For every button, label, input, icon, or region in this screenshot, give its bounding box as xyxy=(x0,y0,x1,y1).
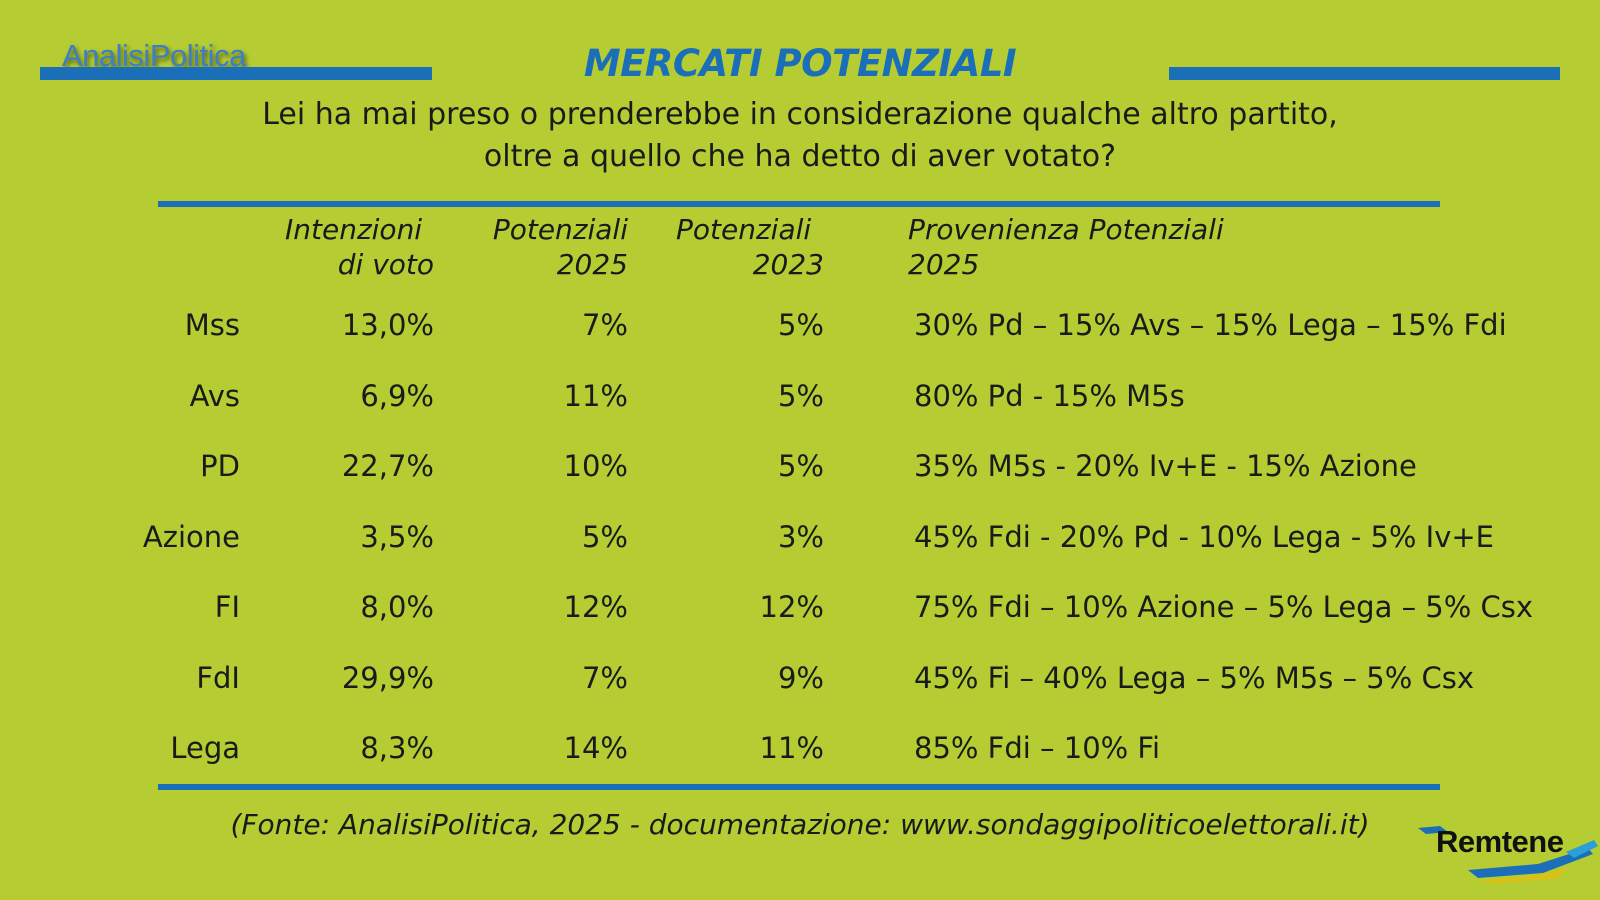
header-pot2023-line2: 2023 xyxy=(752,248,824,281)
potenziali-2025-value: 12% xyxy=(563,590,628,624)
potenziali-2023-value: 11% xyxy=(759,731,824,765)
remtene-logo: Remtene xyxy=(1418,818,1600,892)
header-intenzioni-line1: Intenzioni xyxy=(285,213,423,246)
party-name: Avs xyxy=(189,379,240,413)
potenziali-2023-value: 5% xyxy=(777,379,824,413)
potenziali-2023-value: 5% xyxy=(777,449,824,483)
potenziali-2025-value: 7% xyxy=(581,661,628,695)
question-line-2: oltre a quello che ha detto di aver vota… xyxy=(483,139,1117,174)
party-name: PD xyxy=(200,449,240,483)
intenzioni-value: 8,3% xyxy=(360,731,434,765)
title-rule-right xyxy=(1169,67,1560,80)
party-name: Lega xyxy=(170,731,240,765)
table-top-rule xyxy=(158,201,1440,207)
provenienza-value: 80% Pd - 15% M5s xyxy=(914,379,1185,413)
intenzioni-value: 22,7% xyxy=(341,449,434,483)
party-name: Azione xyxy=(142,520,240,554)
intenzioni-value: 13,0% xyxy=(341,308,434,342)
question-text: Lei ha mai preso o prenderebbe in consid… xyxy=(0,94,1600,178)
header-pot2025-line1: Potenziali xyxy=(492,213,628,246)
table-bottom-rule xyxy=(158,784,1440,790)
potenziali-2023-value: 9% xyxy=(777,661,824,695)
remtene-logo-graphic xyxy=(1418,826,1598,884)
header-pot2023-line1: Potenziali xyxy=(676,213,812,246)
header-provenienza: Provenienza Potenziali 2025 xyxy=(908,212,1268,282)
party-name: FdI xyxy=(196,661,240,695)
header-potenziali-2025: Potenziali 2025 xyxy=(460,212,628,282)
party-name: FI xyxy=(214,590,240,624)
title-rule-left xyxy=(40,67,432,80)
header-intenzioni-line2: di voto xyxy=(337,248,434,281)
header-provenienza-line1: Provenienza Potenziali xyxy=(908,213,1224,246)
provenienza-value: 35% M5s - 20% Iv+E - 15% Azione xyxy=(914,449,1417,483)
provenienza-value: 45% Fdi - 20% Pd - 10% Lega - 5% Iv+E xyxy=(914,520,1494,554)
intenzioni-value: 29,9% xyxy=(341,661,434,695)
provenienza-value: 75% Fdi – 10% Azione – 5% Lega – 5% Csx xyxy=(914,590,1534,624)
header-provenienza-line2: 2025 xyxy=(908,248,980,281)
potenziali-2025-value: 14% xyxy=(563,731,628,765)
header-pot2025-line2: 2025 xyxy=(556,248,628,281)
potenziali-2023-value: 3% xyxy=(777,520,824,554)
potenziali-2025-value: 7% xyxy=(581,308,628,342)
provenienza-value: 85% Fdi – 10% Fi xyxy=(914,731,1161,765)
potenziali-2025-value: 5% xyxy=(581,520,628,554)
potenziali-2025-value: 11% xyxy=(563,379,628,413)
potenziali-2023-value: 12% xyxy=(759,590,824,624)
provenienza-value: 30% Pd – 15% Avs – 15% Lega – 15% Fdi xyxy=(914,308,1507,342)
question-line-1: Lei ha mai preso o prenderebbe in consid… xyxy=(262,97,1338,132)
intenzioni-value: 8,0% xyxy=(360,590,434,624)
page-title: MERCATI POTENZIALI xyxy=(583,42,1017,85)
source-note: (Fonte: AnalisiPolitica, 2025 - document… xyxy=(230,808,1370,841)
intenzioni-value: 3,5% xyxy=(360,520,434,554)
intenzioni-value: 6,9% xyxy=(360,379,434,413)
potenziali-2025-value: 10% xyxy=(563,449,628,483)
header-potenziali-2023: Potenziali 2023 xyxy=(676,212,824,282)
remtene-logo-text: Remtene xyxy=(1436,824,1564,859)
party-name: Mss xyxy=(184,308,240,342)
provenienza-value: 45% Fi – 40% Lega – 5% M5s – 5% Csx xyxy=(914,661,1475,695)
header-intenzioni: Intenzioni di voto xyxy=(260,212,434,282)
potenziali-2023-value: 5% xyxy=(777,308,824,342)
